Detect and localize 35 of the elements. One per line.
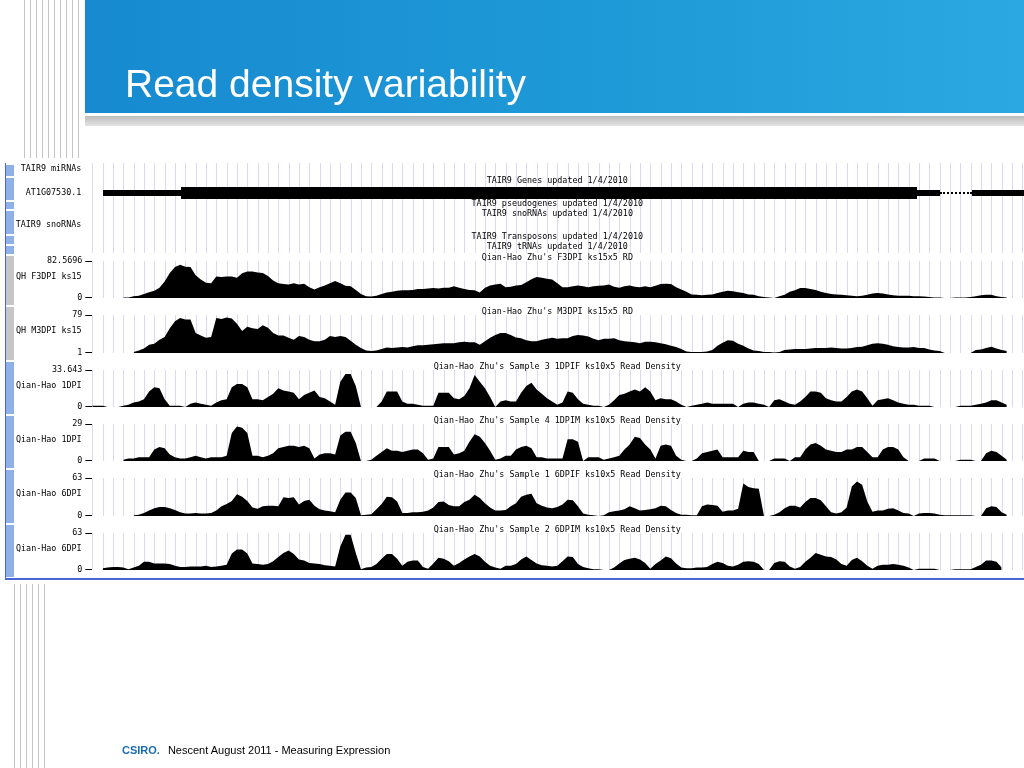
text: Qian-Hao Zhu's M3DPI ks15x5 RD — [481, 305, 633, 316]
y-tick-label: 0 — [77, 401, 83, 412]
y-tick-label: 63 — [72, 472, 83, 483]
y-tick-label: 33.643 — [52, 364, 83, 375]
chart-title: Read density variability — [125, 62, 527, 105]
text: Qian-Hao Zhu's F3DPI ks15x5 RD — [481, 251, 633, 262]
y-axis-title: QH F3DPI ks15 — [16, 270, 82, 281]
text: Nescent August 2011 - Measuring Expression — [167, 744, 391, 756]
text: TAIR9 miRNAs — [20, 163, 82, 174]
y-tick-label: 29 — [72, 418, 83, 429]
y-tick-label: 0 — [77, 292, 83, 303]
text: Qian-Hao Zhu's Sample 2 6DPIM ks10x5 Read Density — [433, 523, 681, 534]
text: Qian-Hao Zhu's Sample 4 1DPIM ks10x5 Read Density — [433, 414, 681, 425]
text: AT1G07530.1 — [25, 187, 82, 198]
y-tick-label: 82.5696 — [47, 255, 83, 266]
y-axis-title: Qian-Hao 1DPI — [16, 433, 82, 444]
y-axis-title: Qian-Hao 1DPI — [16, 379, 82, 390]
text: TAIR9 Transposons updated 1/4/2010 — [471, 231, 644, 242]
text: CSIRO. — [122, 744, 160, 756]
y-tick-label: 1 — [77, 347, 83, 358]
y-axis-title: Qian-Hao 6DPI — [16, 542, 82, 553]
y-tick-label: 0 — [77, 455, 83, 466]
y-tick-label: 0 — [77, 564, 83, 575]
y-axis-title: Qian-Hao 6DPI — [16, 488, 82, 499]
text: TAIR9 snoRNAs updated 1/4/2010 — [481, 208, 633, 219]
y-axis-title: QH M3DPI ks15 — [16, 325, 82, 336]
y-tick-label: 0 — [77, 510, 83, 521]
text: TAIR9 pseudogenes updated 1/4/2010 — [471, 198, 644, 209]
text: Qian-Hao Zhu's Sample 3 1DPIF ks10x5 Read Density — [433, 360, 681, 371]
y-tick-label: 79 — [72, 309, 83, 320]
text: TAIR9 tRNAs updated 1/4/2010 — [486, 241, 628, 252]
text: Qian-Hao Zhu's Sample 1 6DPIF ks10x5 Read Density — [433, 468, 681, 479]
y-tick-label: 63 — [72, 527, 83, 538]
text: TAIR9 Genes updated 1/4/2010 — [486, 175, 628, 186]
text: TAIR9 snoRNAs — [15, 219, 82, 230]
